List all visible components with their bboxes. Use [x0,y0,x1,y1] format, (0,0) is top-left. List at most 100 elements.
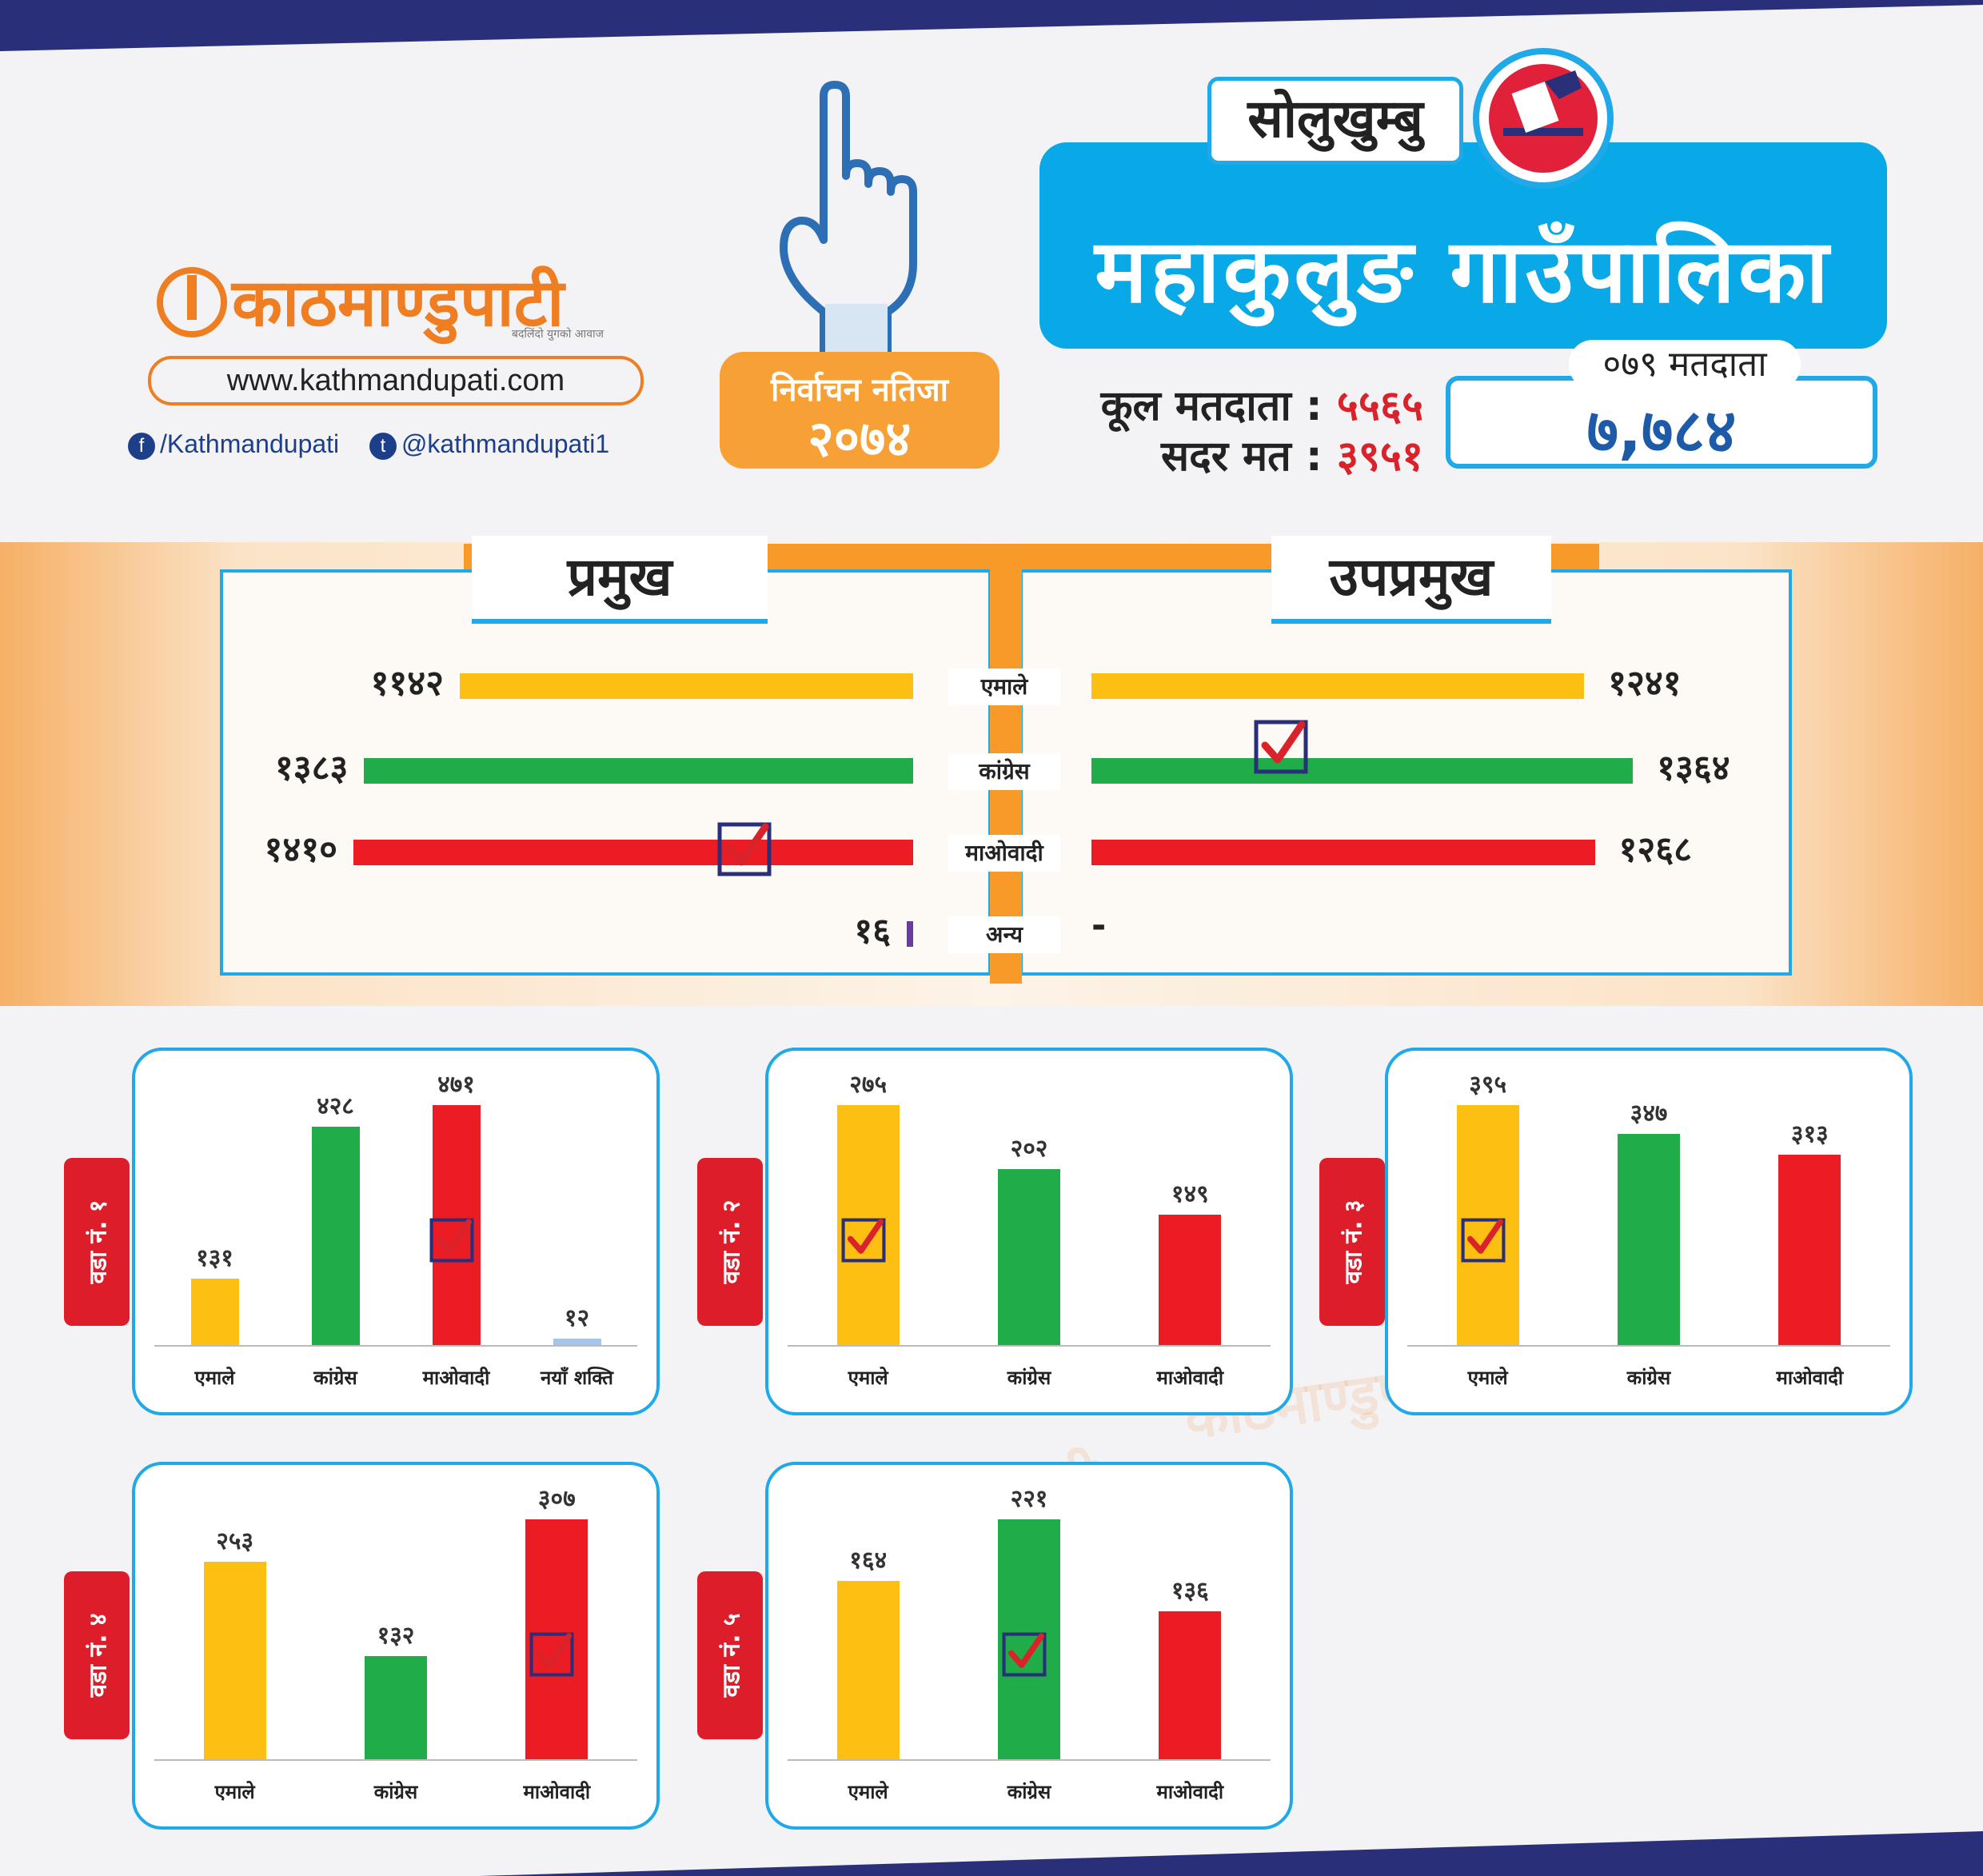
result-year: २०७४ [808,409,912,468]
ward-bar [553,1339,601,1345]
ward-bar-value: ३१३ [1790,1120,1829,1149]
ward-bar-value: २५३ [216,1527,254,1555]
ward-bar-value: १४९ [1171,1180,1209,1209]
ward-bar [1159,1215,1222,1345]
deputy-bar [1091,840,1595,865]
top-stripe [0,0,1983,51]
winner-check-icon [529,1632,574,1677]
municipality-name: महाकुलुङ गाउँपालिका [1095,220,1832,322]
ward-category-label: माओवादी [422,1367,490,1389]
facebook-icon[interactable]: f [128,432,155,460]
valid-votes: सदर मत : ३९५१ [1047,426,1423,483]
chart-baseline [1407,1345,1890,1347]
ward-bar [836,1581,900,1759]
ward-bar-value: २७५ [849,1071,888,1099]
social-links: f/Kathmandupati t @kathmandupati1 [128,429,609,460]
deputy-bar [1091,673,1585,699]
ward-tag: वडा नं. ४ [64,1571,130,1739]
ward-category-label: कांग्रेस [313,1367,357,1389]
ward-bar [365,1656,427,1759]
deputy-title: उपप्रमुख [1271,536,1551,624]
winner-check-icon [717,822,772,876]
ward-category-label: कांग्रेस [1007,1367,1051,1389]
ward-number: वडा नं. ३ [1339,1199,1368,1284]
ward-bar [525,1519,589,1759]
total-voters-label: कूल मतदाता : [1100,382,1323,430]
ward-category-label: माओवादी [523,1781,591,1803]
mayor-bar [907,921,913,947]
voting-finger-icon [780,81,917,352]
result-label: निर्वाचन नतिजा [770,372,949,409]
ward-category-label: कांग्रेस [1626,1367,1671,1389]
ward-bar-value: ४२८ [317,1092,354,1121]
twitter-handle[interactable]: @kathmandupati1 [401,429,610,458]
deputy-bar [1091,758,1634,784]
winner-check-icon [1002,1632,1047,1677]
ward-bar-value: ४७१ [437,1071,475,1099]
chart-baseline [788,1759,1271,1761]
brand-name: काठमाण्डुपाटी [232,265,565,341]
voters-2079-label: ०७९ मतदाता [1569,340,1801,389]
deputy-value: १३६४ [1657,748,1730,788]
ward-tag: वडा नं. १ [64,1158,130,1326]
chart-baseline [154,1345,637,1347]
party-name-label: अन्य [948,916,1060,953]
winner-check-icon [1254,720,1308,774]
ward-bar [1778,1155,1841,1345]
twitter-icon[interactable]: t [369,432,397,460]
ward-category-label: एमाले [214,1781,255,1803]
party-name-label: एमाले [948,669,1060,705]
ward-bar [1618,1134,1680,1345]
deputy-value: १२४१ [1608,663,1682,704]
ward-tag: वडा नं. ५ [697,1571,763,1739]
ward-bar [998,1168,1060,1345]
chart-baseline [154,1759,637,1761]
ward-category-label: कांग्रेस [373,1781,418,1803]
ward-tag: वडा नं. २ [697,1158,763,1326]
winner-check-icon [429,1218,474,1263]
mayor-bar [460,673,913,699]
ward-bar [311,1127,360,1345]
ward-bar-value: २०२ [1010,1134,1048,1163]
municipality-banner [1039,142,1887,349]
deputy-value: - [1091,905,1107,946]
ward-number: वडा नं. २ [717,1199,746,1284]
party-name-label: माओवादी [948,835,1060,872]
district-name: सोलुखुम्बु [1207,77,1463,165]
ward-category-label: माओवादी [1776,1367,1844,1389]
chart-baseline [788,1345,1271,1347]
ward-bar-value: १३२ [377,1622,415,1650]
ward-category-label: माओवादी [1156,1781,1224,1803]
ward-bar [1456,1105,1519,1345]
ward-bar-value: १६४ [849,1547,888,1575]
total-voters-value: ५५६५ [1336,382,1423,430]
mayor-value: १६ [854,911,892,952]
ward-bar-value: १२ [564,1304,590,1333]
ward-bar [998,1519,1060,1759]
ward-tag: वडा नं. ३ [1319,1158,1385,1326]
ward-number: वडा नं. ५ [717,1613,746,1698]
brand-tagline: बदलिंदो युगको आवाज [512,328,604,341]
mayor-title: प्रमुख [472,536,768,624]
ward-bar-value: ३४७ [1630,1100,1668,1128]
deputy-value: १२६८ [1618,829,1693,870]
voters-2079-value: ७,७८४ [1586,395,1737,466]
website-link[interactable]: www.kathmandupati.com [148,356,644,405]
ward-bar [203,1561,266,1759]
facebook-handle[interactable]: /Kathmandupati [160,429,340,458]
ward-bar [836,1105,900,1345]
valid-votes-value: ३९५१ [1336,433,1423,481]
ward-number: वडा नं. ४ [84,1613,113,1698]
ward-card [132,1048,660,1415]
ward-bar [1159,1611,1222,1759]
ward-bar [190,1278,239,1345]
voters-2079-box [1446,376,1877,469]
mayor-value: १३८३ [274,748,349,788]
winner-check-icon [841,1218,886,1263]
valid-votes-label: सदर मत : [1160,433,1323,481]
ward-category-label: एमाले [848,1781,888,1803]
ward-category-label: कांग्रेस [1007,1781,1051,1803]
mayor-value: ११४२ [370,663,445,704]
ward-bar-value: १३६ [1171,1577,1209,1606]
party-name-label: कांग्रेस [948,753,1060,790]
